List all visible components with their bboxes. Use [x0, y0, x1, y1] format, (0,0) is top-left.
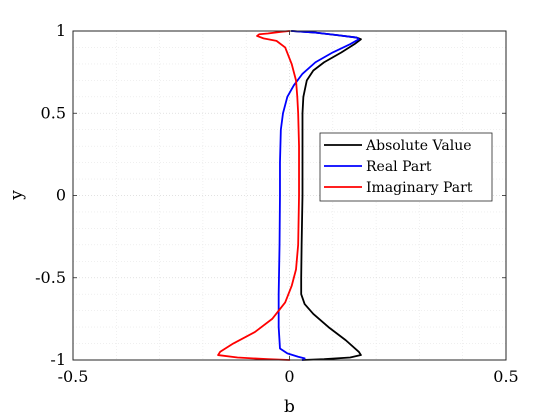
x-tick-label: -0.5	[58, 367, 89, 386]
x-tick-label: 0.5	[493, 367, 518, 386]
y-tick-label: 0.5	[41, 103, 66, 122]
legend-label-2: Imaginary Part	[366, 180, 473, 196]
y-tick-label: 1	[56, 21, 66, 40]
x-tick-label: 0	[284, 367, 294, 386]
x-axis-label: b	[284, 397, 295, 417]
legend-label-1: Real Part	[366, 159, 432, 175]
legend-label-0: Absolute Value	[365, 138, 472, 154]
series-layer	[217, 30, 362, 361]
series-line-2	[217, 30, 300, 361]
y-tick-label: -1	[50, 350, 66, 369]
series-line-0	[290, 30, 362, 361]
legend: Absolute Value Real Part Imaginary Part	[319, 132, 493, 202]
axis-ticks	[72, 30, 507, 361]
y-axis-label: y	[7, 190, 27, 201]
series-line-1	[277, 30, 360, 361]
y-tick-label: -0.5	[35, 268, 66, 287]
y-tick-label: 0	[56, 186, 66, 205]
tick-labels: -0.5 0 0.5-1-0.500.51	[35, 21, 519, 386]
